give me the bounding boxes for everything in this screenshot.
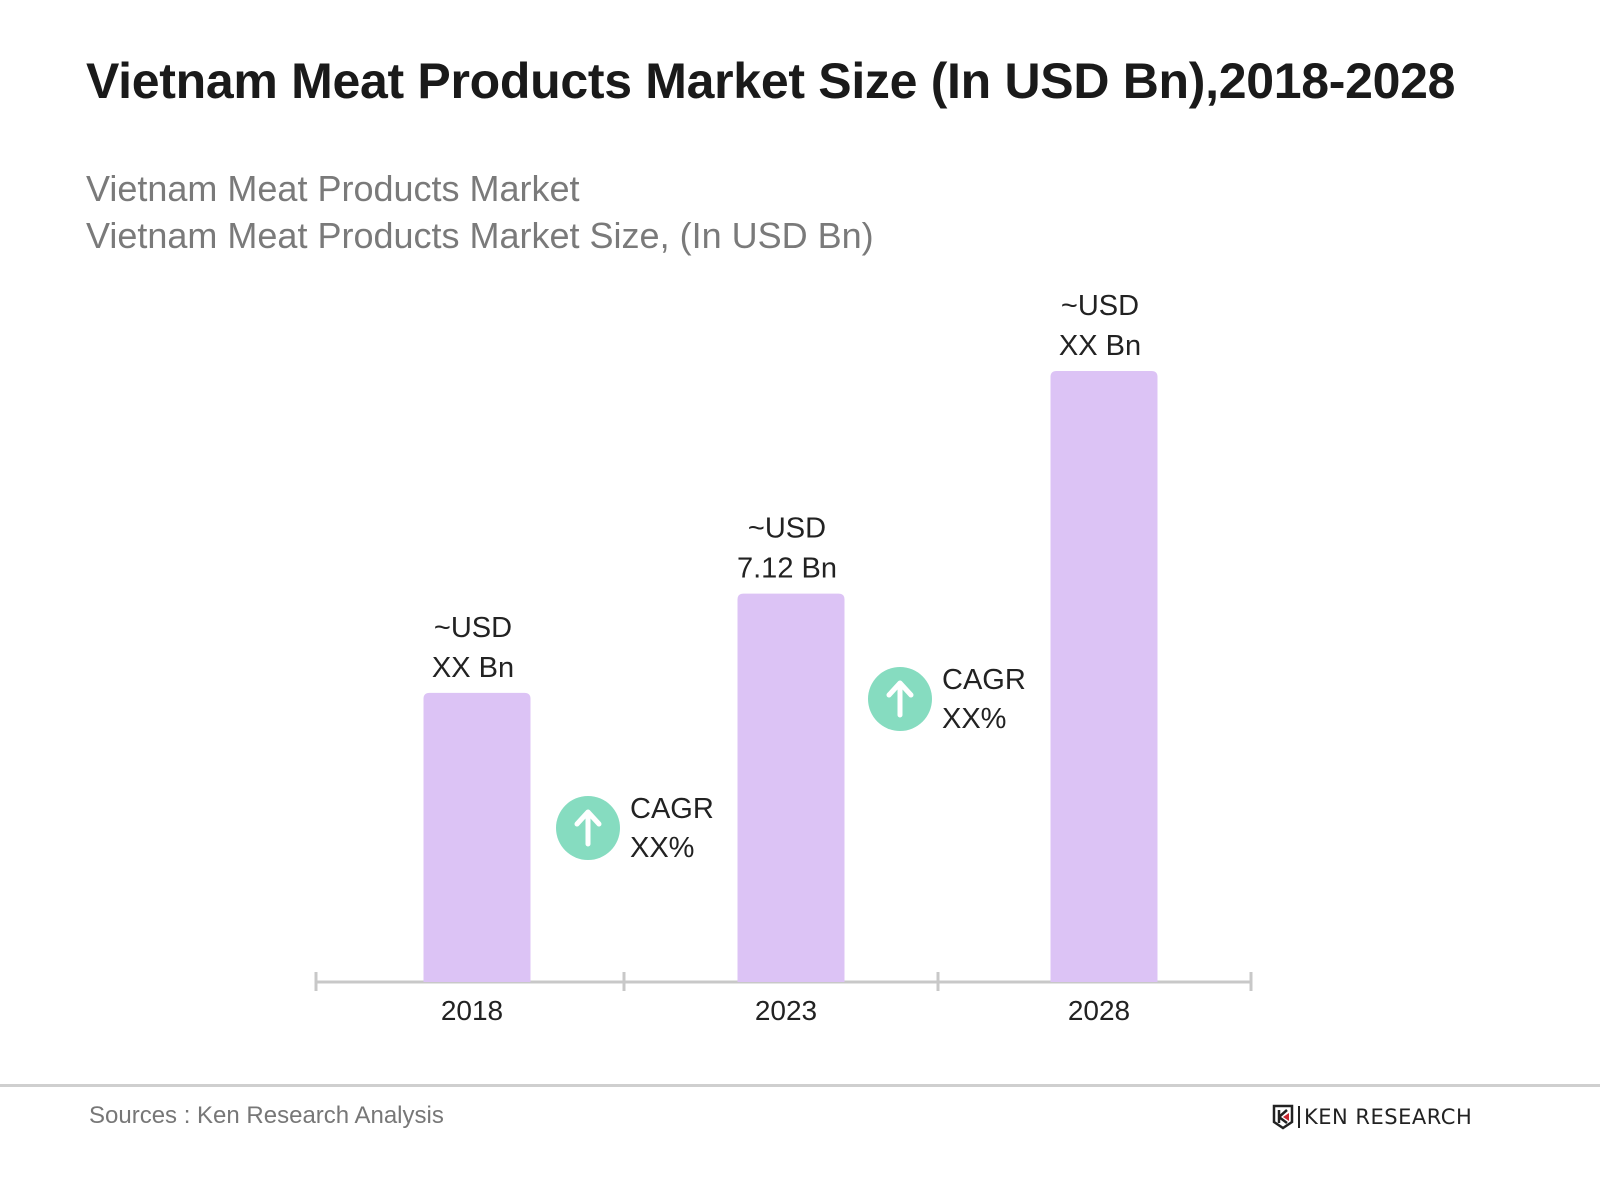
cagr-value: XX% [942, 703, 1006, 735]
bar-2018 [423, 692, 531, 982]
x-tick-label-2023: 2023 [755, 995, 817, 1026]
chart-subtitle-2: Vietnam Meat Products Market Size, (In U… [86, 215, 874, 256]
logo-text: KEN RESEARCH [1304, 1105, 1473, 1129]
ken-research-logo: KEN RESEARCH [1272, 1104, 1472, 1130]
bar-2023 [737, 593, 845, 982]
cagr-label: CAGR [630, 793, 714, 825]
data-label-2018: ~USD [434, 612, 512, 644]
arrow-up-icon [574, 809, 602, 847]
arrow-up-icon [886, 680, 914, 718]
source-note: Sources : Ken Research Analysis [89, 1102, 444, 1129]
data-label-2023: 7.12 Bn [737, 553, 837, 585]
bar-2028 [1050, 371, 1158, 982]
data-label-2028: ~USD [1061, 290, 1139, 322]
bar-chart: 2018 ~USD XX Bn 2023 ~USD 7.12 Bn 2028 ~USD XX B… [314, 290, 1253, 1026]
ken-logo-icon [1272, 1104, 1294, 1130]
cagr-label: CAGR [942, 664, 1026, 696]
data-label-2018: XX Bn [432, 652, 514, 684]
x-tick-label-2018: 2018 [441, 995, 503, 1026]
data-label-2028: XX Bn [1059, 330, 1141, 362]
x-tick-label-2028: 2028 [1068, 995, 1130, 1026]
cagr-value: XX% [630, 832, 694, 864]
chart-title: Vietnam Meat Products Market Size (In US… [86, 53, 1456, 109]
data-label-2023: ~USD [748, 513, 826, 545]
footer-divider [0, 1084, 1600, 1087]
logo-divider [1298, 1106, 1300, 1128]
chart-subtitle-1: Vietnam Meat Products Market [86, 168, 580, 209]
